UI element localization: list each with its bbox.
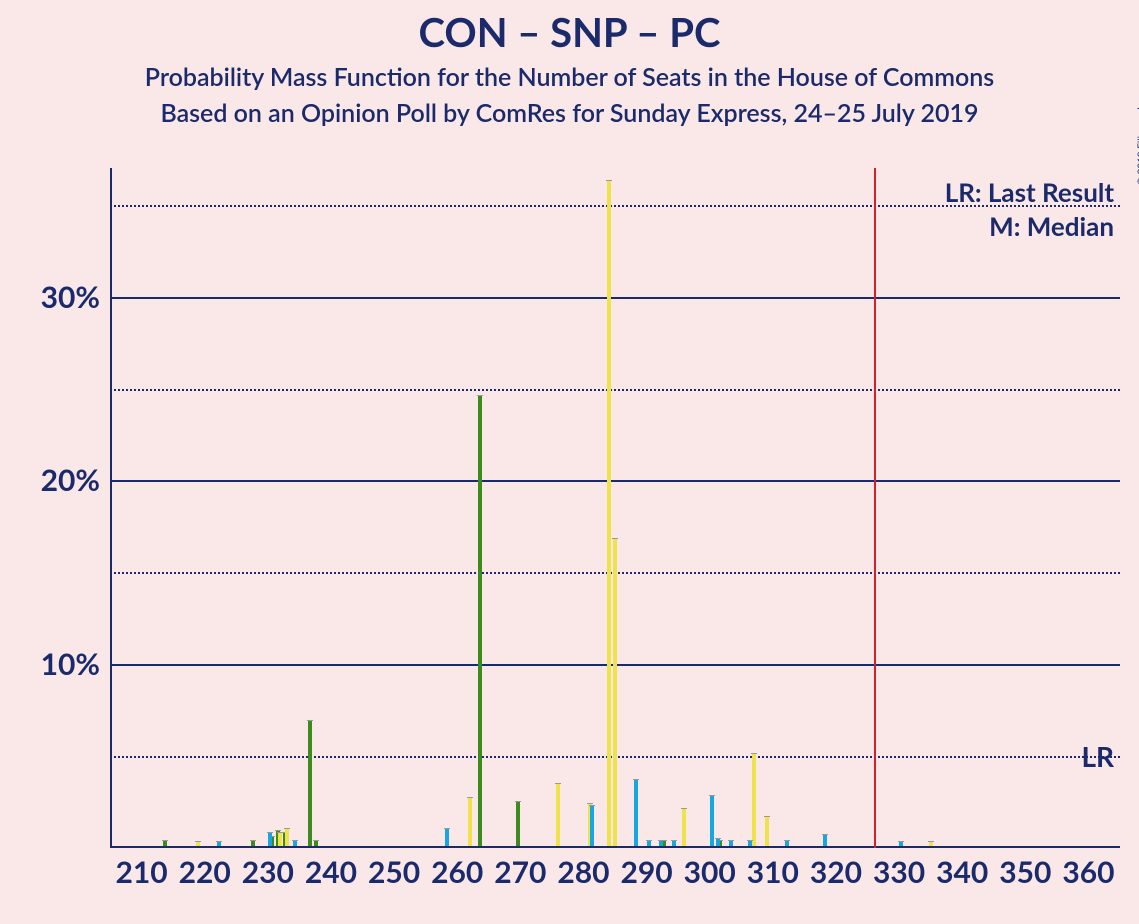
bar-yellow [468, 798, 472, 846]
bar-blue [634, 780, 638, 846]
chart-area: LR: Last Result M: Median 10% 20% 30% 210 22… [30, 168, 1120, 908]
bar-blue [785, 841, 789, 847]
x-tick-label: 360 [1062, 854, 1114, 890]
gridline-major [110, 480, 1120, 482]
bar-blue [823, 835, 827, 846]
y-tick-label: 10% [41, 646, 100, 682]
legend: LR: Last Result M: Median [945, 174, 1114, 244]
legend-m: M: Median [945, 210, 1114, 242]
bar-yellow [285, 829, 289, 846]
chart-subtitle-1: Probability Mass Function for the Number… [0, 62, 1139, 92]
bar-blue [445, 829, 449, 846]
bar-yellow [765, 817, 769, 846]
bar-yellow [607, 181, 611, 846]
bar-green [163, 841, 167, 847]
x-tick-label: 330 [873, 854, 925, 890]
bar-blue [716, 839, 720, 846]
bar-yellow [613, 539, 617, 846]
copyright-text: © 2019 Filip van Laenen [1135, 78, 1139, 185]
x-tick-label: 240 [305, 854, 357, 890]
x-tick-label: 230 [242, 854, 294, 890]
gridline-minor [110, 205, 1120, 207]
x-tick-label: 340 [936, 854, 988, 890]
bar-blue [729, 841, 733, 847]
bar-blue [217, 842, 221, 846]
bar-blue [659, 841, 663, 847]
bar-yellow [929, 842, 933, 846]
bar-blue [672, 841, 676, 847]
x-tick-label: 280 [557, 854, 609, 890]
y-tick-label: 30% [41, 279, 100, 315]
bar-yellow [278, 833, 282, 846]
bar-yellow [196, 842, 200, 846]
y-tick-label: 20% [41, 462, 100, 498]
x-tick-label: 260 [431, 854, 483, 890]
x-tick-label: 250 [368, 854, 420, 890]
bar-yellow [556, 784, 560, 846]
bar-green [314, 841, 318, 847]
bar-blue [293, 841, 297, 847]
y-axis [110, 168, 112, 848]
gridline-major [110, 297, 1120, 299]
bar-blue [748, 841, 752, 847]
chart-title: CON – SNP – PC [0, 8, 1139, 56]
bar-blue [710, 796, 714, 846]
bar-blue [268, 833, 272, 846]
bar-green [516, 802, 520, 846]
last-result-line [874, 168, 876, 848]
bar-green [251, 841, 255, 847]
bar-blue [899, 842, 903, 846]
title-block: CON – SNP – PC Probability Mass Function… [0, 8, 1139, 128]
gridline-minor [110, 389, 1120, 391]
plot-area: LR: Last Result M: Median 10%20%30%21022… [110, 168, 1120, 848]
bar-blue [590, 806, 594, 846]
bar-yellow [752, 754, 756, 846]
bar-blue [647, 841, 651, 847]
lr-badge: LR [1081, 739, 1114, 773]
x-tick-label: 320 [810, 854, 862, 890]
x-tick-label: 220 [179, 854, 231, 890]
x-tick-label: 350 [999, 854, 1051, 890]
x-tick-label: 210 [115, 854, 167, 890]
x-axis [110, 846, 1120, 848]
x-tick-label: 290 [620, 854, 672, 890]
bar-green [478, 396, 482, 846]
bar-green [308, 721, 312, 846]
x-tick-label: 300 [684, 854, 736, 890]
x-tick-label: 270 [494, 854, 546, 890]
legend-lr: LR: Last Result [945, 176, 1114, 208]
bar-yellow [682, 809, 686, 846]
x-tick-label: 310 [747, 854, 799, 890]
chart-subtitle-2: Based on an Opinion Poll by ComRes for S… [0, 98, 1139, 128]
